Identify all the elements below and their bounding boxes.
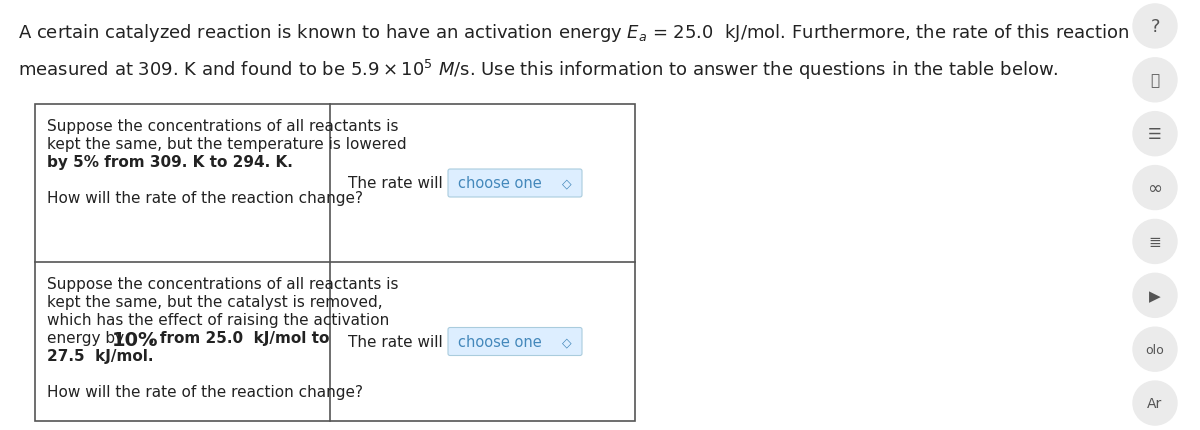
Circle shape — [1133, 166, 1177, 210]
Text: ◇: ◇ — [563, 177, 572, 190]
Text: energy by: energy by — [47, 330, 130, 345]
Circle shape — [1133, 58, 1177, 103]
Text: How will the rate of the reaction change?: How will the rate of the reaction change… — [47, 190, 364, 206]
Text: How will the rate of the reaction change?: How will the rate of the reaction change… — [47, 384, 364, 399]
Circle shape — [1133, 5, 1177, 49]
Circle shape — [1133, 273, 1177, 318]
Text: The rate will: The rate will — [348, 176, 443, 191]
Text: Suppose the concentrations of all reactants is: Suppose the concentrations of all reacta… — [47, 119, 398, 134]
Text: choose one: choose one — [458, 176, 541, 191]
Circle shape — [1133, 381, 1177, 425]
FancyBboxPatch shape — [448, 169, 582, 197]
Text: ≣: ≣ — [1148, 234, 1162, 249]
Text: 居: 居 — [1151, 73, 1159, 88]
Text: kept the same, but the catalyst is removed,: kept the same, but the catalyst is remov… — [47, 294, 383, 309]
Text: ?: ? — [1151, 18, 1159, 36]
Bar — [35, 105, 635, 421]
Text: Ar: Ar — [1147, 396, 1163, 410]
Text: , from 25.0  kJ/mol to: , from 25.0 kJ/mol to — [149, 330, 329, 345]
Circle shape — [1133, 220, 1177, 264]
Text: by 5% from 309. K to 294. K.: by 5% from 309. K to 294. K. — [47, 155, 293, 169]
FancyBboxPatch shape — [448, 328, 582, 356]
Text: ∞: ∞ — [1147, 179, 1163, 197]
Text: A certain catalyzed reaction is known to have an activation energy $E_a$ = 25.0 : A certain catalyzed reaction is known to… — [18, 22, 1150, 44]
Circle shape — [1133, 112, 1177, 157]
Text: The rate will: The rate will — [348, 334, 443, 349]
Text: ▶: ▶ — [1150, 288, 1160, 303]
Circle shape — [1133, 327, 1177, 372]
Text: Suppose the concentrations of all reactants is: Suppose the concentrations of all reacta… — [47, 276, 398, 291]
Text: olo: olo — [1146, 343, 1164, 356]
Text: ◇: ◇ — [563, 335, 572, 348]
Text: ☰: ☰ — [1148, 127, 1162, 142]
Text: kept the same, but the temperature is lowered: kept the same, but the temperature is lo… — [47, 137, 407, 152]
Text: choose one: choose one — [458, 334, 541, 349]
Text: which has the effect of raising the activation: which has the effect of raising the acti… — [47, 312, 389, 327]
Text: 10%: 10% — [112, 330, 158, 349]
Text: 27.5  kJ/mol.: 27.5 kJ/mol. — [47, 348, 154, 363]
Text: measured at 309. K and found to be $5.9 \times 10^5$ $M$/s. Use this information: measured at 309. K and found to be $5.9 … — [18, 58, 1058, 82]
